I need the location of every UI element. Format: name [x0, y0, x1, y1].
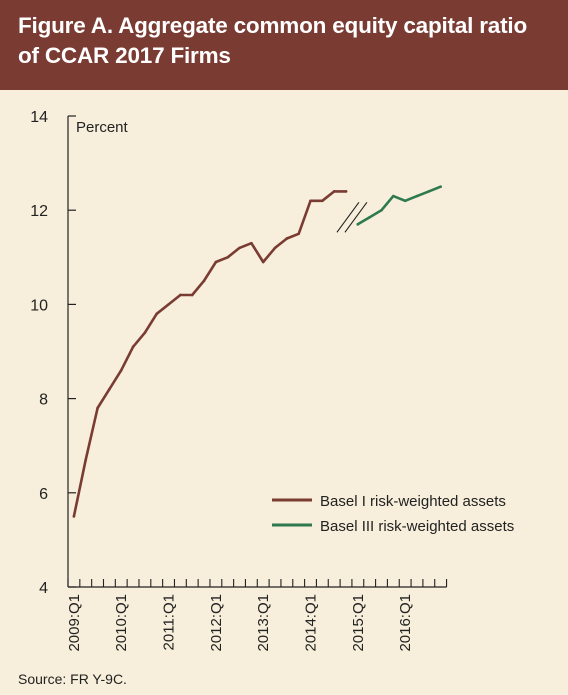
- figure-header: Figure A. Aggregate common equity capita…: [0, 0, 568, 90]
- axes: [67, 116, 447, 588]
- x-tick-label: 2013:Q1: [255, 594, 272, 652]
- data-point: [380, 208, 383, 212]
- x-tick-label: 2010:Q1: [113, 594, 130, 652]
- data-point: [214, 260, 218, 264]
- data-point: [96, 406, 99, 410]
- y-ticks: 4 6 8 10 12 14: [30, 109, 76, 597]
- data-point: [403, 199, 407, 203]
- y-tick-label: 12: [30, 203, 48, 220]
- y-tick-label: 4: [39, 580, 48, 597]
- legend-label-basel1: Basel I risk-weighted assets: [320, 493, 506, 510]
- data-point: [368, 215, 371, 219]
- legend-label-basel3: Basel III risk-weighted assets: [320, 518, 514, 535]
- data-point: [356, 223, 360, 226]
- series-line-2: [356, 185, 442, 226]
- data-point: [131, 345, 135, 349]
- x-tick-label: 2012:Q1: [208, 594, 225, 652]
- data-point: [108, 387, 111, 391]
- data-point: [273, 246, 277, 250]
- break-mark-line-1: [336, 201, 360, 233]
- x-tick-label: 2011:Q1: [161, 594, 178, 650]
- data-point: [179, 293, 182, 297]
- data-point: [167, 303, 170, 306]
- chart-area: Percent 4 6 8 10 12 14 2009:Q1 2010:Q1 2011:Q1 2…: [0, 90, 568, 670]
- data-point: [344, 190, 348, 193]
- data-point: [392, 194, 395, 198]
- x-ticks: 2009:Q1 2010:Q1 2011:Q1 2012:Q1 2013:Q1 2014:…: [66, 579, 448, 652]
- data-point: [190, 293, 194, 297]
- data-point: [155, 312, 159, 316]
- y-tick-label: 10: [30, 297, 48, 314]
- data-point: [72, 515, 76, 518]
- data-point: [309, 199, 312, 203]
- data-point: [285, 237, 289, 240]
- series-line-1: [72, 190, 348, 518]
- legend: Basel I risk-weighted assets Basel III r…: [272, 493, 514, 535]
- x-tick-label: 2014:Q1: [303, 594, 320, 652]
- data-point: [202, 279, 206, 283]
- data-point: [143, 331, 147, 334]
- data-point: [261, 260, 265, 264]
- figure-title: Figure A. Aggregate common equity capita…: [18, 13, 528, 68]
- y-tick-label: 8: [39, 392, 48, 409]
- break-mark-line-2: [344, 201, 368, 233]
- source-note: Source: FR Y-9C.: [18, 671, 127, 687]
- data-point: [84, 458, 88, 462]
- data-point: [226, 255, 230, 259]
- data-point: [250, 241, 253, 245]
- data-point: [321, 199, 324, 203]
- data-point: [119, 369, 123, 372]
- y-tick-label: 6: [39, 486, 48, 503]
- data-point: [427, 190, 431, 193]
- data-point: [297, 232, 300, 236]
- y-axis-label: Percent: [76, 119, 129, 136]
- y-tick-label: 14: [30, 109, 48, 126]
- data-point: [332, 190, 336, 193]
- data-point: [439, 185, 442, 188]
- data-point: [238, 246, 241, 250]
- break-marks: [336, 201, 368, 233]
- x-tick-label: 2016:Q1: [397, 594, 414, 652]
- data-point: [415, 194, 419, 198]
- x-tick-label: 2015:Q1: [350, 594, 367, 652]
- series-group: [72, 185, 442, 518]
- x-tick-label: 2009:Q1: [66, 594, 83, 652]
